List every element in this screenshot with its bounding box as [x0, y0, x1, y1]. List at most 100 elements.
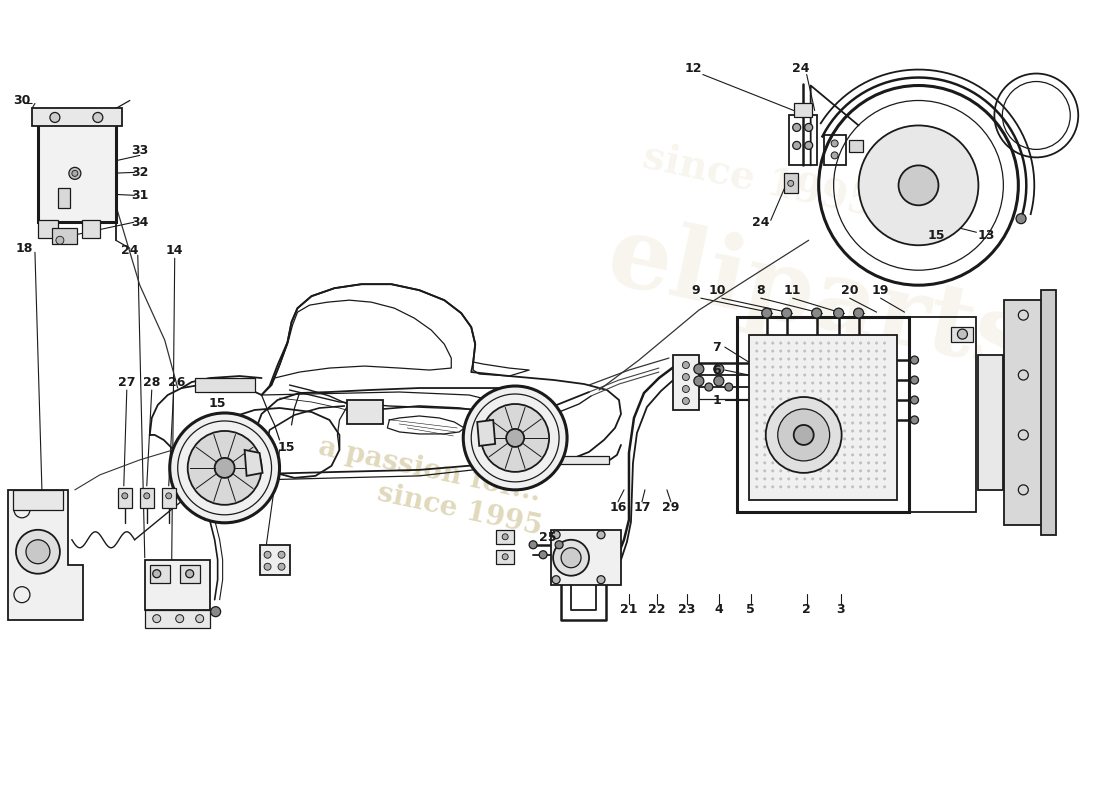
Circle shape [843, 422, 846, 425]
Circle shape [69, 167, 81, 179]
Circle shape [779, 446, 782, 449]
Circle shape [820, 486, 822, 488]
Circle shape [820, 382, 822, 385]
Circle shape [756, 478, 758, 480]
Circle shape [811, 374, 814, 377]
Circle shape [867, 342, 870, 345]
Circle shape [859, 406, 862, 409]
Circle shape [883, 406, 887, 409]
Circle shape [843, 430, 846, 433]
Circle shape [756, 446, 758, 449]
Circle shape [763, 446, 767, 449]
Bar [749, 335, 896, 500]
Circle shape [771, 454, 774, 457]
Circle shape [788, 438, 790, 441]
Circle shape [188, 431, 262, 505]
Circle shape [803, 486, 806, 488]
Text: 26: 26 [168, 375, 186, 389]
Circle shape [827, 358, 830, 361]
Circle shape [811, 454, 814, 457]
Circle shape [779, 430, 782, 433]
Circle shape [851, 430, 854, 433]
Circle shape [756, 438, 758, 441]
Polygon shape [477, 420, 495, 446]
Circle shape [843, 382, 846, 385]
Circle shape [911, 396, 918, 404]
Bar [978, 355, 1003, 490]
Circle shape [876, 462, 878, 464]
Circle shape [859, 454, 862, 457]
Circle shape [883, 398, 887, 401]
Circle shape [556, 541, 563, 549]
Circle shape [911, 376, 918, 384]
Circle shape [795, 422, 799, 425]
Circle shape [788, 358, 790, 361]
Circle shape [763, 358, 767, 361]
Circle shape [795, 350, 799, 353]
Circle shape [851, 414, 854, 417]
Circle shape [793, 123, 801, 131]
Circle shape [756, 382, 758, 385]
Circle shape [883, 366, 887, 369]
Circle shape [779, 454, 782, 457]
Circle shape [191, 435, 257, 501]
Bar [673, 355, 698, 410]
Circle shape [827, 406, 830, 409]
Circle shape [714, 364, 724, 374]
Text: 15: 15 [927, 229, 945, 242]
Circle shape [803, 342, 806, 345]
Bar [348, 400, 384, 424]
Circle shape [827, 462, 830, 464]
Circle shape [820, 406, 822, 409]
Circle shape [264, 563, 271, 570]
Circle shape [16, 530, 59, 574]
Circle shape [26, 540, 50, 564]
Circle shape [843, 342, 846, 345]
Circle shape [771, 342, 774, 345]
Circle shape [811, 470, 814, 472]
Circle shape [779, 406, 782, 409]
Circle shape [803, 366, 806, 369]
Circle shape [820, 342, 822, 345]
Circle shape [883, 342, 887, 345]
Circle shape [771, 430, 774, 433]
Circle shape [561, 548, 581, 568]
Circle shape [682, 398, 690, 405]
Circle shape [795, 454, 799, 457]
Bar [118, 488, 132, 508]
Circle shape [820, 430, 822, 433]
Circle shape [597, 530, 605, 538]
Text: 6: 6 [713, 363, 722, 377]
Circle shape [714, 376, 724, 386]
Circle shape [788, 422, 790, 425]
Circle shape [859, 470, 862, 472]
Circle shape [827, 366, 830, 369]
Circle shape [779, 422, 782, 425]
Circle shape [503, 554, 508, 560]
Circle shape [485, 408, 546, 468]
Circle shape [779, 462, 782, 464]
Circle shape [788, 486, 790, 488]
Text: 14: 14 [166, 244, 184, 257]
Circle shape [597, 576, 605, 584]
Circle shape [763, 350, 767, 353]
Circle shape [843, 454, 846, 457]
Bar [551, 530, 622, 585]
Circle shape [867, 366, 870, 369]
Circle shape [552, 530, 560, 538]
Circle shape [835, 406, 838, 409]
Circle shape [771, 406, 774, 409]
Circle shape [835, 438, 838, 441]
Circle shape [756, 470, 758, 472]
Circle shape [851, 406, 854, 409]
Circle shape [820, 366, 822, 369]
Circle shape [196, 614, 204, 622]
Circle shape [820, 438, 822, 441]
Text: 28: 28 [143, 375, 161, 389]
Circle shape [756, 358, 758, 361]
Text: 32: 32 [131, 166, 149, 179]
Circle shape [169, 413, 279, 522]
Circle shape [788, 430, 790, 433]
Circle shape [788, 374, 790, 377]
Text: a passion for...: a passion for... [316, 433, 543, 506]
